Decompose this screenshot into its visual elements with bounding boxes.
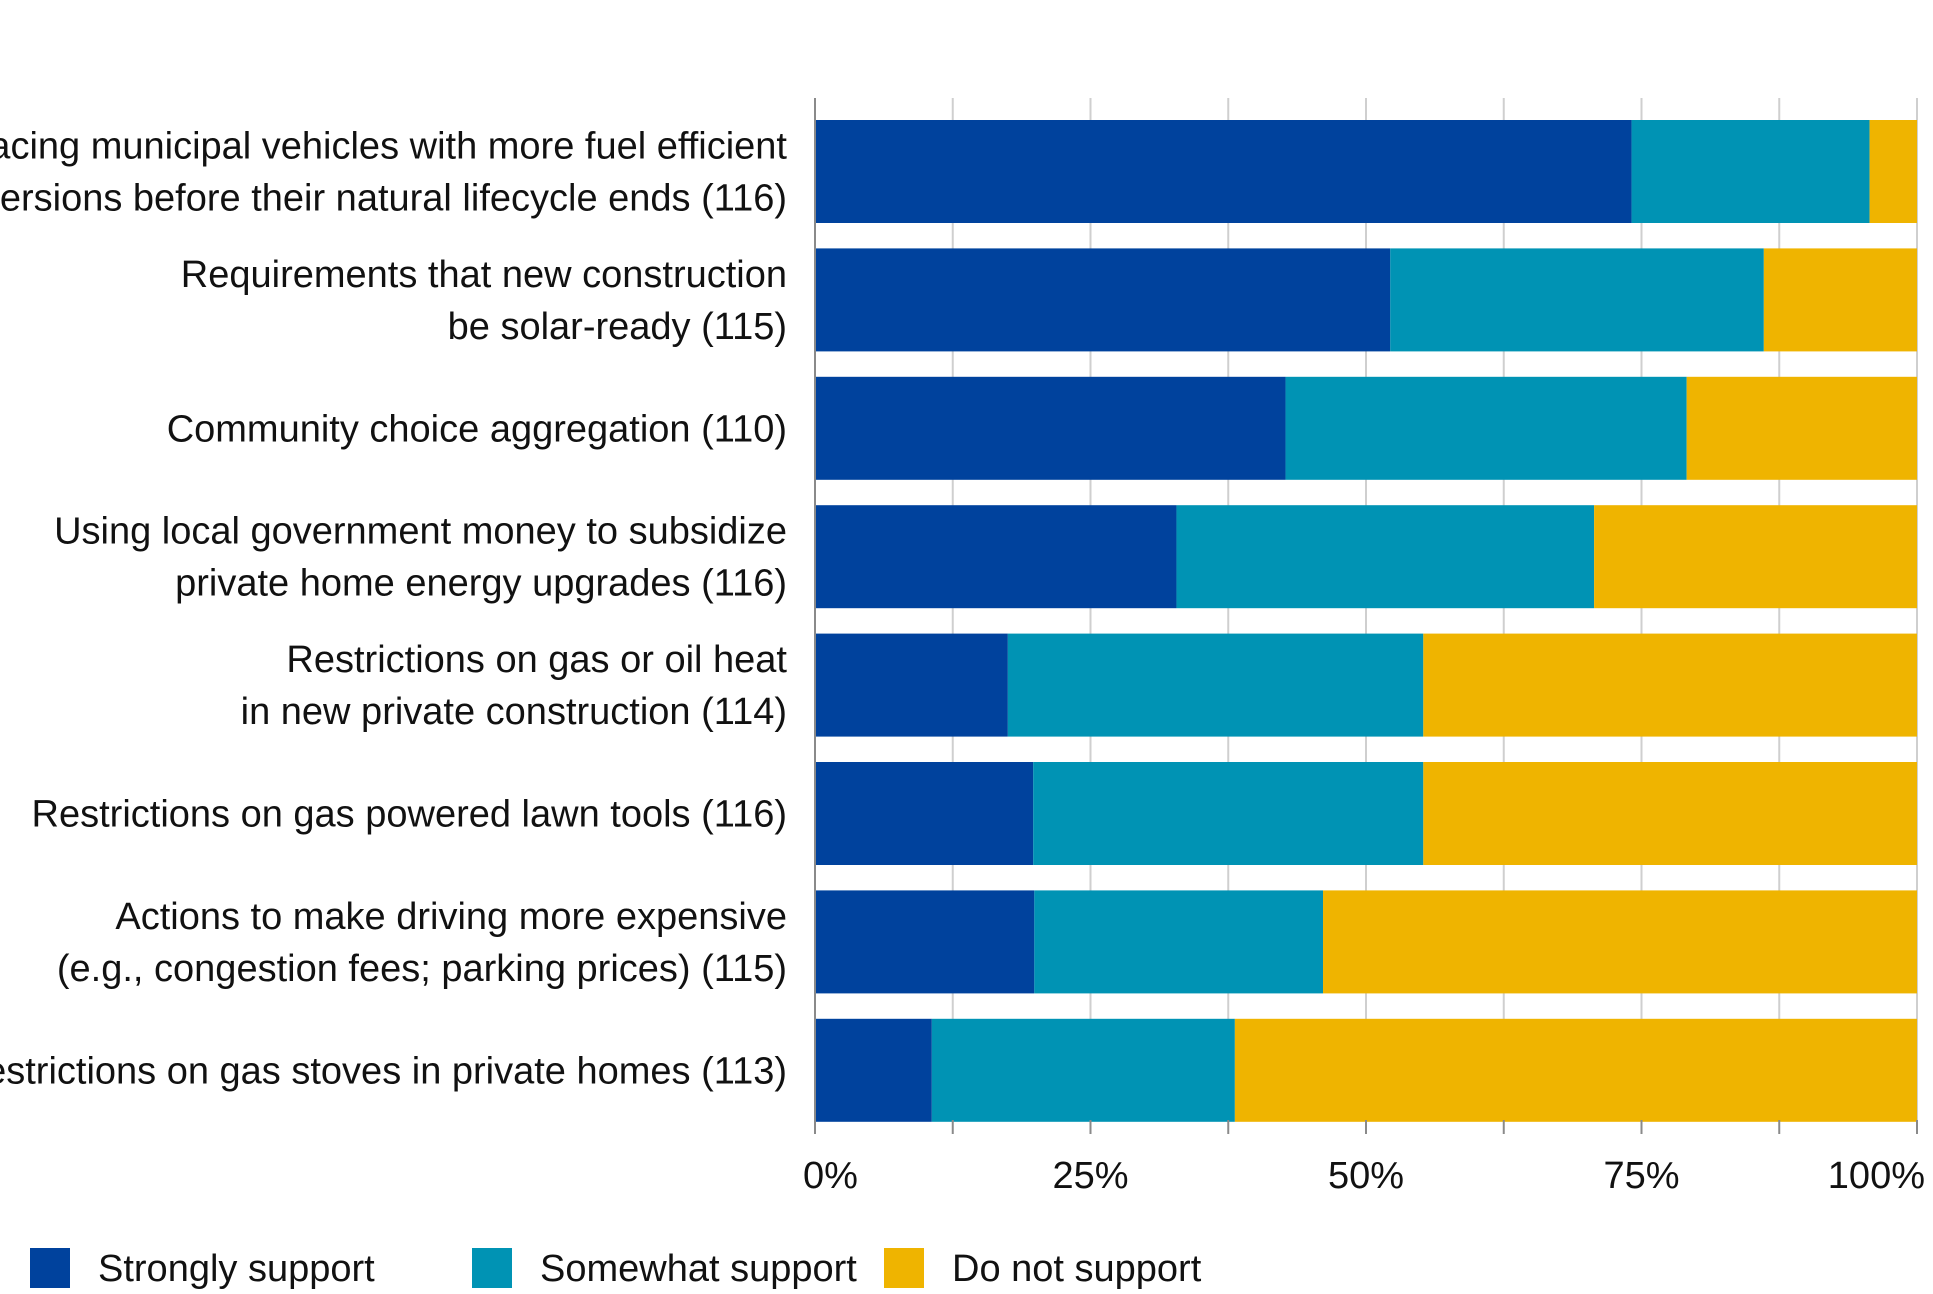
bar-segment-do-not-support	[1234, 1018, 1917, 1122]
bar-segment-do-not-support	[1686, 376, 1917, 480]
bar-segment-strongly-support	[815, 505, 1177, 609]
category-label: private home energy upgrades (116)	[175, 563, 787, 605]
bar-segment-somewhat-support	[1285, 376, 1687, 480]
legend-label: Strongly support	[98, 1248, 375, 1290]
category-label: in new private construction (114)	[241, 691, 787, 733]
bar-segment-strongly-support	[815, 762, 1034, 865]
category-label: Community choice aggregation (110)	[167, 408, 787, 450]
bar-segment-do-not-support	[1423, 633, 1917, 737]
x-tick-label: 100%	[1828, 1155, 1925, 1197]
category-label: versions before their natural lifecycle …	[0, 178, 787, 220]
bar-segment-somewhat-support	[1033, 762, 1424, 865]
x-tick-label: 25%	[1052, 1155, 1128, 1197]
legend: Strongly support Somewhat support Do not s…	[30, 1248, 1202, 1290]
bar-segment-somewhat-support	[1390, 248, 1764, 352]
legend-swatch	[472, 1248, 512, 1288]
bar-segment-strongly-support	[815, 248, 1391, 352]
x-tick-label: 75%	[1603, 1155, 1679, 1197]
category-label: Restrictions on gas stoves in private ho…	[0, 1050, 787, 1092]
category-labels: Replacing municipal vehicles with more f…	[0, 126, 787, 1093]
bar-segment-do-not-support	[1869, 120, 1917, 223]
category-label: Restrictions on gas powered lawn tools (…	[32, 794, 787, 836]
x-tick-label: 50%	[1328, 1155, 1404, 1197]
bar-segment-somewhat-support	[1034, 890, 1324, 994]
legend-swatch	[884, 1248, 924, 1288]
category-label: Restrictions on gas or oil heat	[286, 639, 787, 681]
bar-segment-somewhat-support	[1176, 505, 1595, 609]
bar-segment-do-not-support	[1763, 248, 1917, 352]
bar-segment-strongly-support	[815, 376, 1286, 480]
bar-segment-do-not-support	[1323, 890, 1917, 994]
x-tick-label: 0%	[803, 1155, 858, 1197]
axes	[814, 98, 1918, 1134]
bars	[815, 120, 1917, 1122]
bar-segment-somewhat-support	[1631, 120, 1870, 223]
category-label: Replacing municipal vehicles with more f…	[0, 126, 787, 168]
legend-swatch	[30, 1248, 70, 1288]
bar-segment-do-not-support	[1423, 762, 1917, 865]
legend-label: Somewhat support	[540, 1248, 857, 1290]
category-label: be solar-ready (115)	[448, 306, 787, 348]
bar-segment-strongly-support	[815, 633, 1008, 737]
bar-segment-somewhat-support	[1007, 633, 1424, 737]
category-label: Requirements that new construction	[181, 254, 787, 296]
bar-segment-strongly-support	[815, 120, 1632, 223]
x-tick-labels: 0% 25% 50% 75% 100%	[803, 1155, 1925, 1197]
bar-segment-strongly-support	[815, 1018, 932, 1122]
bar-segment-do-not-support	[1594, 505, 1917, 609]
category-label: Using local government money to subsidiz…	[54, 511, 787, 553]
bar-segment-strongly-support	[815, 890, 1035, 994]
category-label: Actions to make driving more expensive	[115, 896, 787, 938]
category-label: (e.g., congestion fees; parking prices) …	[57, 948, 787, 990]
legend-label: Do not support	[952, 1248, 1202, 1290]
bar-segment-somewhat-support	[931, 1018, 1235, 1122]
